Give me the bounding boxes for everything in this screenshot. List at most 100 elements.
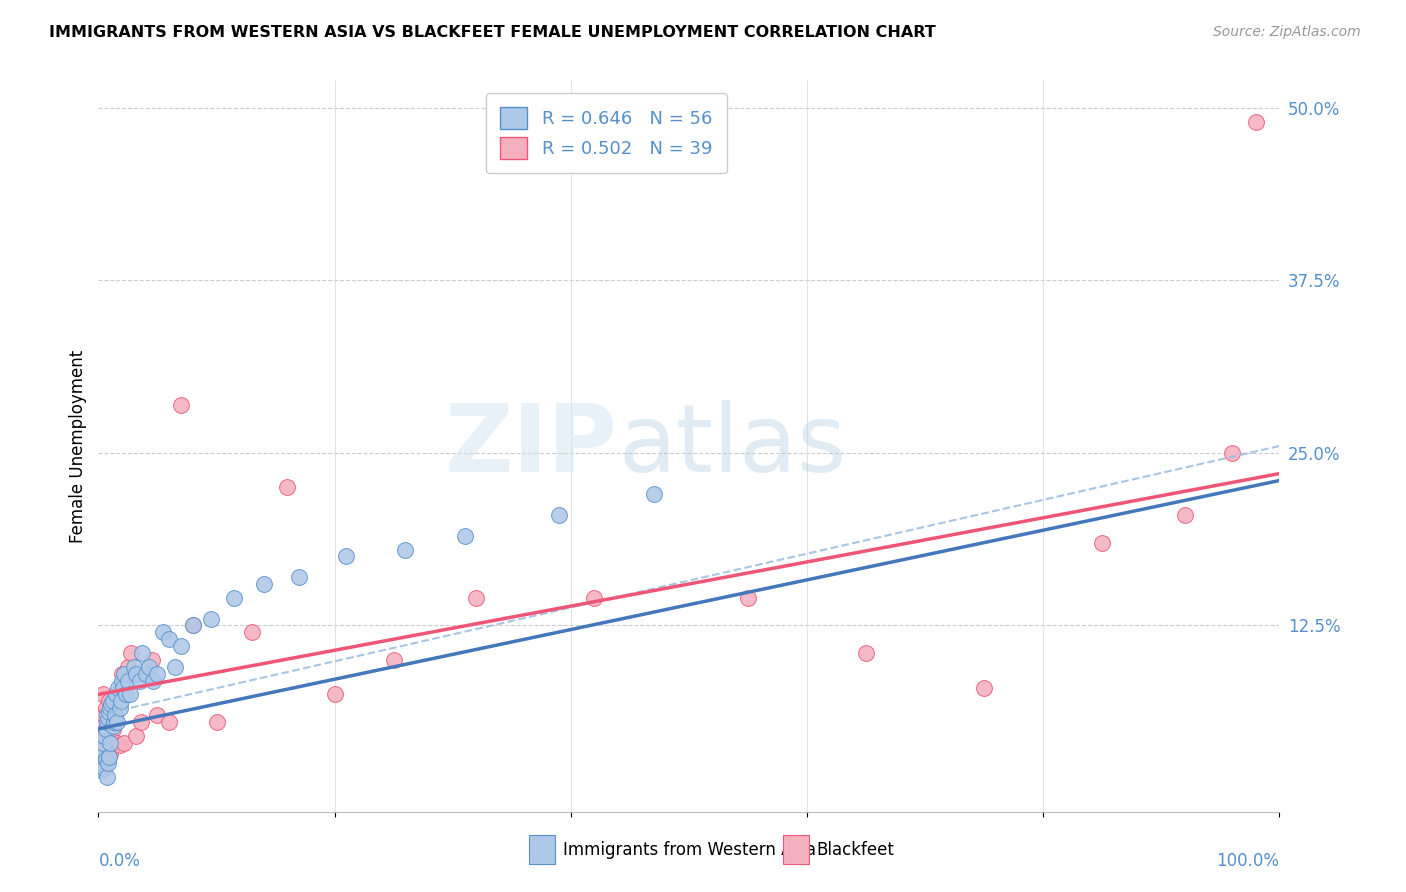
Point [111, 673, 134, 688]
Point [122, 660, 145, 674]
Point [138, 660, 160, 674]
Point [142, 673, 165, 688]
Point [91, 749, 114, 764]
Point [93, 729, 115, 743]
Point [224, 591, 246, 605]
Point [240, 625, 263, 640]
Point [104, 708, 127, 723]
Point [93, 708, 115, 723]
Point [91, 687, 114, 701]
Point [129, 714, 152, 729]
Point [94, 722, 117, 736]
Bar [530, 835, 555, 864]
Point [90, 729, 112, 743]
Point [117, 673, 139, 688]
Point [125, 729, 148, 743]
Point [453, 529, 475, 543]
Point [105, 714, 128, 729]
Y-axis label: Female Unemployment: Female Unemployment [69, 350, 87, 542]
Point [583, 591, 606, 605]
Point [101, 719, 124, 733]
Point [110, 694, 132, 708]
Point [91, 714, 114, 729]
Point [112, 681, 135, 695]
Point [253, 577, 276, 591]
Point [98, 747, 121, 761]
Point [181, 618, 204, 632]
Point [96, 770, 118, 784]
Point [170, 398, 193, 412]
Point [157, 714, 180, 729]
Point [205, 714, 228, 729]
Bar [783, 835, 810, 864]
Text: 100.0%: 100.0% [1216, 852, 1279, 870]
Point [152, 625, 174, 640]
Point [643, 487, 665, 501]
Point [1220, 446, 1243, 460]
Text: ZIP: ZIP [446, 400, 619, 492]
Point [101, 722, 124, 736]
Point [288, 570, 311, 584]
Point [91, 742, 114, 756]
Point [335, 549, 357, 564]
Text: IMMIGRANTS FROM WESTERN ASIA VS BLACKFEET FEMALE UNEMPLOYMENT CORRELATION CHART: IMMIGRANTS FROM WESTERN ASIA VS BLACKFEE… [49, 25, 936, 40]
Point [112, 736, 135, 750]
Point [90, 764, 112, 778]
Point [135, 666, 157, 681]
Point [973, 681, 995, 695]
Point [114, 687, 136, 701]
Point [107, 681, 129, 695]
Point [1174, 508, 1197, 522]
Point [170, 639, 193, 653]
Point [125, 666, 148, 681]
Point [181, 618, 204, 632]
Point [112, 666, 135, 681]
Point [98, 706, 121, 720]
Point [97, 756, 120, 771]
Point [98, 694, 121, 708]
Point [108, 701, 131, 715]
Point [855, 646, 877, 660]
Point [101, 694, 124, 708]
Point [97, 724, 120, 739]
Point [146, 708, 169, 723]
Point [103, 714, 125, 729]
Point [91, 756, 114, 771]
Point [200, 611, 222, 625]
Point [98, 749, 121, 764]
Text: Blackfeet: Blackfeet [817, 841, 894, 859]
Point [100, 697, 122, 711]
Point [135, 666, 157, 681]
Point [1244, 114, 1267, 128]
Text: Source: ZipAtlas.com: Source: ZipAtlas.com [1213, 25, 1361, 39]
Point [141, 653, 163, 667]
Legend: R = 0.646   N = 56, R = 0.502   N = 39: R = 0.646 N = 56, R = 0.502 N = 39 [486, 93, 727, 173]
Point [111, 666, 134, 681]
Point [157, 632, 180, 647]
Point [94, 752, 117, 766]
Point [465, 591, 488, 605]
Point [394, 542, 416, 557]
Point [96, 708, 118, 723]
Point [97, 711, 120, 725]
Point [548, 508, 571, 522]
Point [146, 666, 169, 681]
Point [165, 660, 187, 674]
Point [91, 736, 114, 750]
Point [108, 739, 131, 753]
Point [382, 653, 405, 667]
Point [98, 701, 121, 715]
Point [104, 708, 127, 723]
Point [93, 760, 115, 774]
Point [128, 673, 150, 688]
Point [117, 660, 139, 674]
Text: 0.0%: 0.0% [98, 852, 141, 870]
Point [131, 646, 153, 660]
Point [120, 687, 142, 701]
Point [96, 714, 118, 729]
Point [98, 736, 121, 750]
Point [94, 701, 117, 715]
Point [96, 739, 118, 753]
Point [105, 687, 128, 701]
Text: atlas: atlas [619, 400, 846, 492]
